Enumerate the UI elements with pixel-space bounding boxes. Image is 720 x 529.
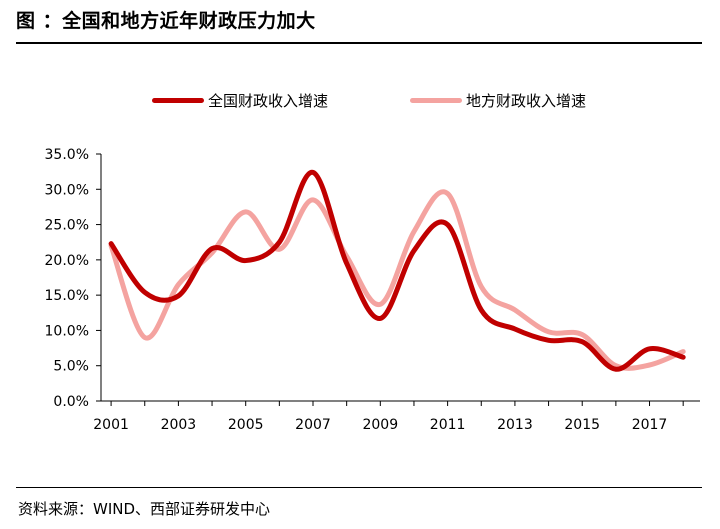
x-tick-label: 2015	[564, 417, 600, 433]
series-line-national	[108, 169, 686, 372]
series-line-local	[108, 189, 686, 371]
y-tick-label: 30.0%	[45, 182, 89, 198]
y-tick-label: 0.0%	[53, 394, 89, 410]
y-tick-label: 5.0%	[53, 359, 89, 375]
y-tick-label: 20.0%	[45, 253, 89, 269]
y-tick-label: 35.0%	[45, 147, 89, 163]
title-divider	[16, 42, 702, 44]
legend-item-local: 地方财政收入增速	[410, 90, 586, 111]
y-tick-label: 25.0%	[45, 218, 89, 234]
chart-legend: 全国财政收入增速 地方财政收入增速	[0, 90, 720, 114]
legend-swatch-local	[410, 98, 462, 103]
x-tick-label: 2001	[93, 417, 129, 433]
source-divider	[16, 487, 702, 488]
chart-title: 图 ：全国和地方近年财政压力加大	[16, 10, 316, 32]
source-note: 资料来源：WIND、西部证券研发中心	[18, 500, 271, 518]
x-tick-label: 2017	[632, 417, 668, 433]
legend-label-national: 全国财政收入增速	[208, 92, 329, 110]
x-tick-label: 2003	[161, 417, 197, 433]
legend-swatch-national	[152, 98, 204, 103]
y-tick-label: 10.0%	[45, 323, 89, 339]
x-tick-label: 2011	[430, 417, 466, 433]
x-tick-label: 2005	[228, 417, 264, 433]
x-tick-label: 2007	[295, 417, 331, 433]
x-tick-label: 2013	[497, 417, 533, 433]
y-tick-label: 15.0%	[45, 288, 89, 304]
legend-item-national: 全国财政收入增速	[152, 90, 328, 111]
legend-label-local: 地方财政收入增速	[466, 92, 587, 110]
x-tick-label: 2009	[362, 417, 398, 433]
